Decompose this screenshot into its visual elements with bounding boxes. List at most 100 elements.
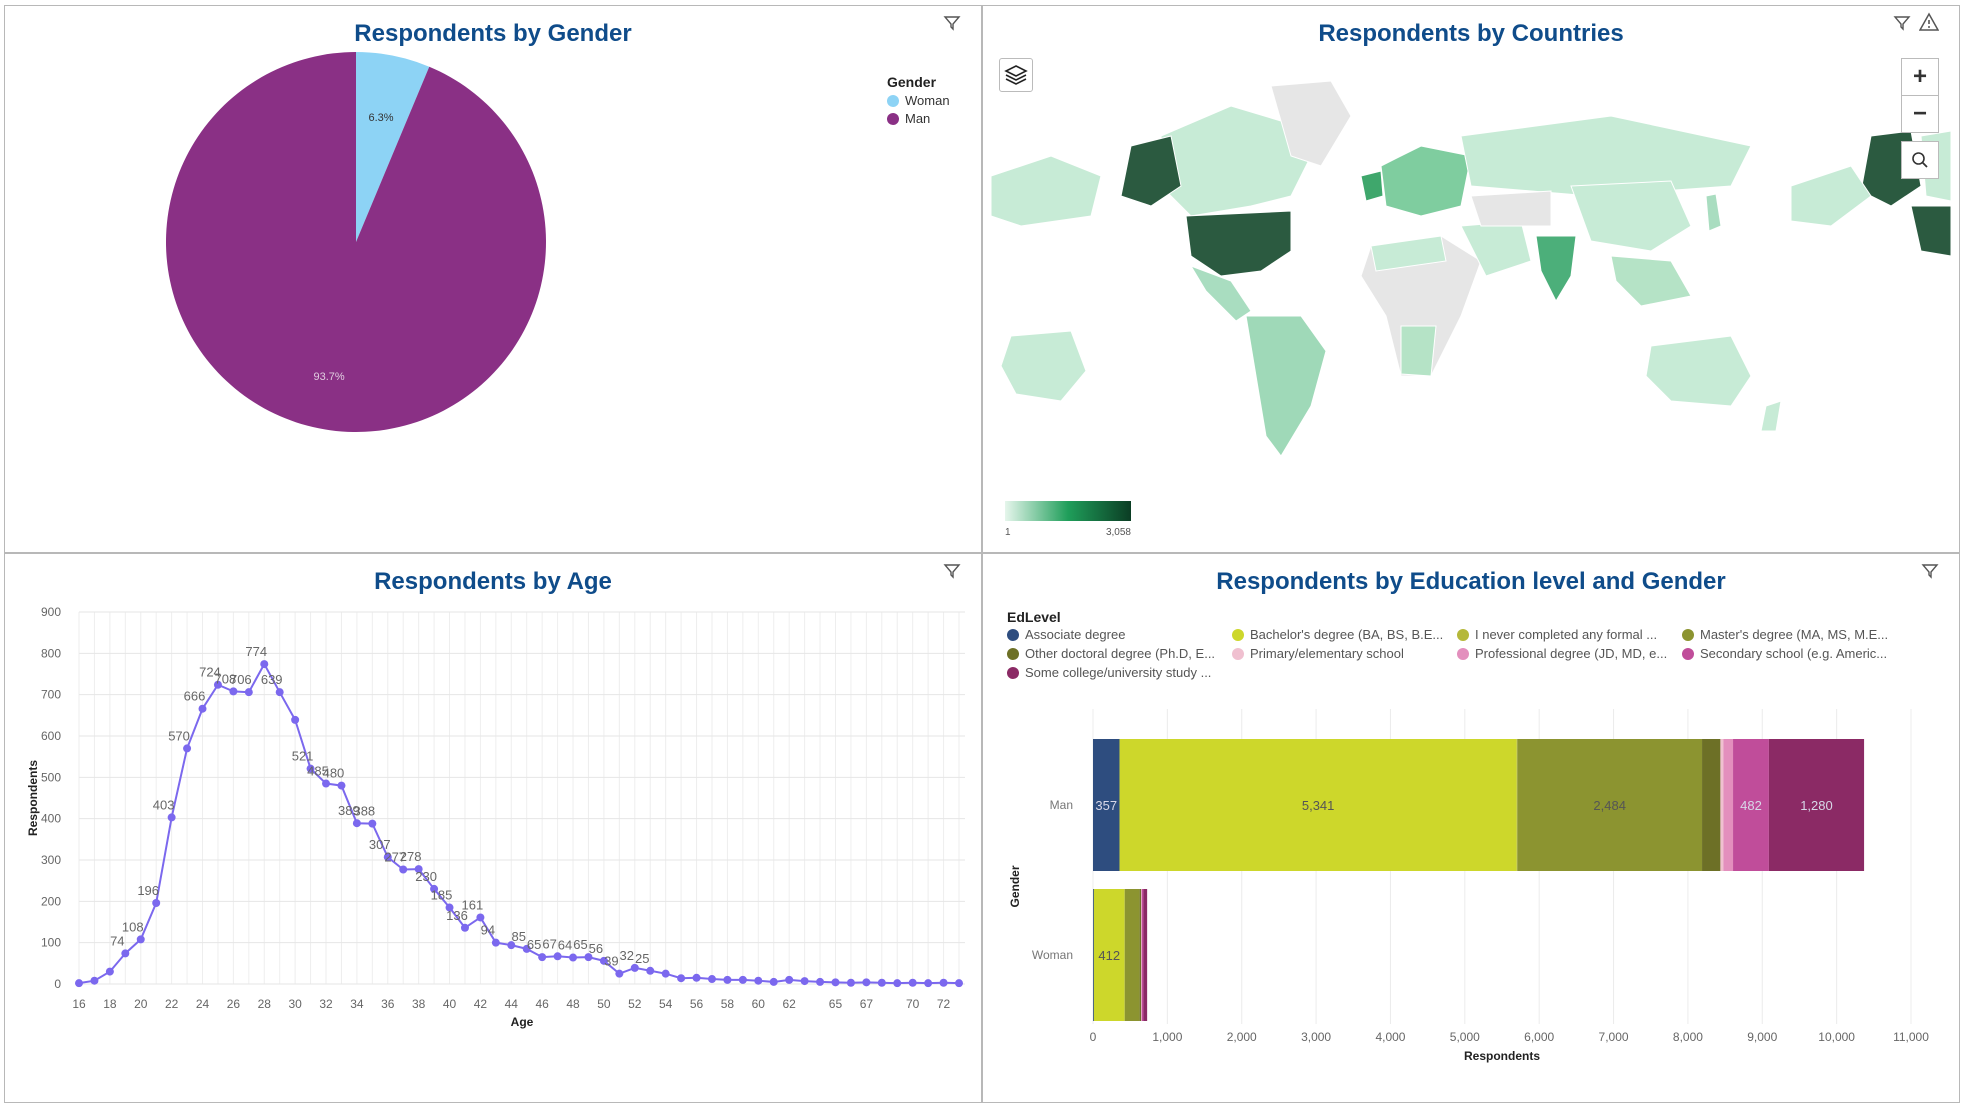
bar-segment[interactable]	[1093, 739, 1120, 871]
data-point[interactable]	[306, 764, 315, 773]
data-point[interactable]	[337, 781, 346, 790]
data-point[interactable]	[152, 898, 161, 907]
data-point[interactable]	[121, 949, 130, 958]
edu-legend-item[interactable]: Primary/elementary school	[1232, 646, 1457, 661]
data-point[interactable]	[754, 976, 763, 985]
data-point[interactable]	[569, 953, 578, 962]
bar-segment[interactable]	[1141, 889, 1144, 1021]
data-point[interactable]	[198, 704, 207, 713]
data-point[interactable]	[615, 969, 624, 978]
edu-legend-item[interactable]: Secondary school (e.g. Americ...	[1682, 646, 1907, 661]
edu-legend-item[interactable]: Associate degree	[1007, 627, 1232, 642]
filter-icon[interactable]	[943, 14, 961, 32]
data-point[interactable]	[877, 978, 886, 987]
data-point[interactable]	[893, 979, 902, 988]
data-point[interactable]	[831, 978, 840, 987]
warning-icon[interactable]	[1919, 12, 1939, 32]
data-point[interactable]	[553, 952, 562, 961]
bar-segment[interactable]	[1720, 739, 1724, 871]
legend-label: Other doctoral degree (Ph.D, E...	[1025, 646, 1216, 661]
data-point[interactable]	[183, 744, 192, 753]
data-point[interactable]	[522, 944, 531, 953]
data-point[interactable]	[955, 979, 963, 988]
x-tick-label: 46	[535, 997, 549, 1011]
edu-legend-item[interactable]: Other doctoral degree (Ph.D, E...	[1007, 646, 1232, 661]
edu-legend-item[interactable]: Master's degree (MA, MS, M.E...	[1682, 627, 1907, 642]
bar-segment[interactable]	[1139, 889, 1142, 1021]
bar-segment[interactable]	[1517, 739, 1703, 871]
zoom-in-button[interactable]: +	[1901, 58, 1939, 96]
data-point[interactable]	[599, 956, 608, 965]
data-point[interactable]	[507, 941, 516, 950]
pie-slice-man[interactable]	[166, 52, 547, 432]
x-tick-label: 40	[443, 997, 457, 1011]
world-map[interactable]	[991, 76, 1951, 476]
data-point[interactable]	[630, 963, 639, 972]
edu-legend-item[interactable]: Professional degree (JD, MD, e...	[1457, 646, 1682, 661]
data-point[interactable]	[414, 865, 423, 874]
data-point[interactable]	[785, 975, 794, 984]
data-point[interactable]	[476, 913, 485, 922]
data-point[interactable]	[399, 865, 408, 874]
data-point[interactable]	[368, 819, 377, 828]
bar-segment[interactable]	[1702, 739, 1721, 871]
data-point[interactable]	[460, 923, 469, 932]
data-point[interactable]	[90, 976, 99, 985]
data-point[interactable]	[229, 687, 238, 696]
map-search-button[interactable]	[1901, 141, 1939, 179]
bar-segment[interactable]	[1768, 739, 1865, 871]
legend-item-man[interactable]: Man	[887, 111, 950, 126]
data-point[interactable]	[692, 973, 701, 982]
bar-segment[interactable]	[1119, 739, 1517, 871]
data-point[interactable]	[275, 688, 284, 697]
data-point[interactable]	[723, 975, 732, 984]
data-point[interactable]	[924, 979, 933, 988]
data-point[interactable]	[167, 813, 176, 822]
data-point[interactable]	[491, 938, 500, 947]
bar-segment[interactable]	[1141, 889, 1142, 1021]
bar-segment[interactable]	[1733, 739, 1769, 871]
layers-button[interactable]	[999, 58, 1033, 92]
data-point[interactable]	[769, 977, 778, 986]
data-point[interactable]	[846, 978, 855, 987]
data-point[interactable]	[105, 967, 114, 976]
filter-icon[interactable]	[943, 562, 961, 580]
data-point[interactable]	[677, 974, 686, 983]
data-point[interactable]	[800, 977, 809, 986]
data-point[interactable]	[661, 969, 670, 978]
data-point[interactable]	[738, 975, 747, 984]
data-point[interactable]	[75, 979, 83, 988]
bar-segment[interactable]	[1093, 889, 1094, 1021]
data-point[interactable]	[445, 903, 454, 912]
data-point[interactable]	[707, 975, 716, 984]
legend-item-woman[interactable]: Woman	[887, 93, 950, 108]
bar-segment[interactable]	[1516, 739, 1518, 871]
edu-legend-item[interactable]: Some college/university study ...	[1007, 665, 1232, 680]
data-point[interactable]	[816, 977, 825, 986]
data-point[interactable]	[908, 978, 917, 987]
zoom-out-button[interactable]: −	[1901, 95, 1939, 133]
edu-legend-item[interactable]: I never completed any formal ...	[1457, 627, 1682, 642]
edu-legend-item[interactable]: Bachelor's degree (BA, BS, B.E...	[1232, 627, 1457, 642]
data-point[interactable]	[646, 966, 655, 975]
data-point[interactable]	[136, 935, 145, 944]
pie-slice-woman[interactable]	[356, 52, 430, 242]
data-point[interactable]	[213, 680, 222, 689]
data-point[interactable]	[291, 715, 300, 724]
filter-icon[interactable]	[1921, 562, 1939, 580]
data-point[interactable]	[244, 688, 253, 697]
bar-segment[interactable]	[1093, 889, 1125, 1021]
filter-icon[interactable]	[1893, 14, 1911, 32]
bar-segment[interactable]	[1723, 739, 1734, 871]
data-point[interactable]	[322, 779, 331, 788]
data-point[interactable]	[939, 978, 948, 987]
data-point[interactable]	[862, 978, 871, 987]
data-point[interactable]	[584, 953, 593, 962]
data-point[interactable]	[538, 953, 547, 962]
data-point[interactable]	[430, 884, 439, 893]
bar-segment[interactable]	[1124, 889, 1140, 1021]
data-point[interactable]	[352, 819, 361, 828]
bar-segment[interactable]	[1143, 889, 1148, 1021]
data-point[interactable]	[260, 660, 269, 669]
data-point[interactable]	[383, 853, 392, 862]
